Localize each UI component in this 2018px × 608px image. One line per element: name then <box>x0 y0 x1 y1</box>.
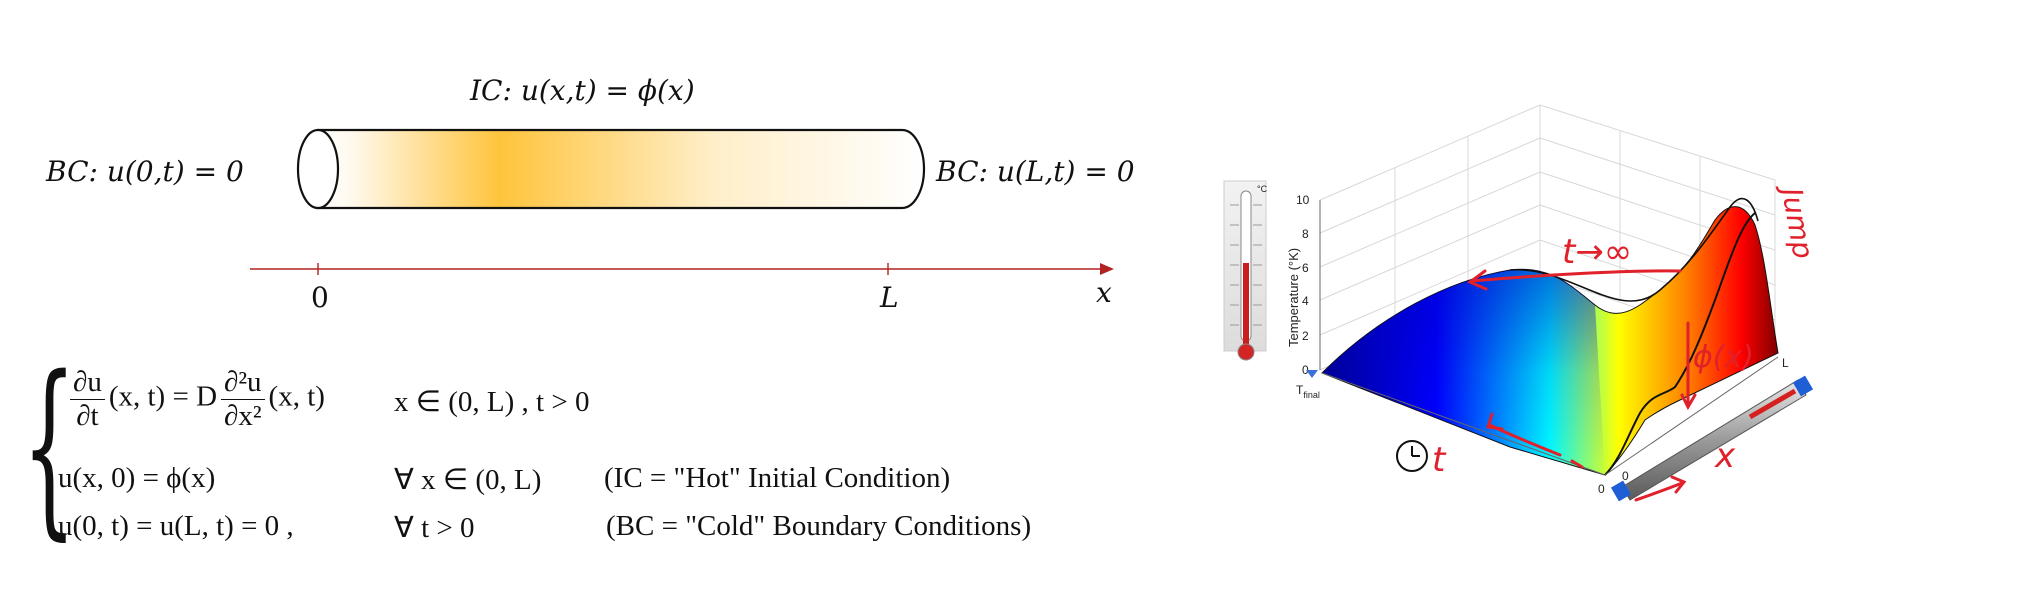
d2udx2-den: ∂x² <box>224 400 262 432</box>
rod-model <box>1610 375 1814 502</box>
temperature-surface <box>1321 197 1779 476</box>
pde-domain: x ∈ (0, L) , t > 0 <box>394 386 590 418</box>
x-axis <box>250 263 1114 275</box>
axis-x-label: x <box>1096 276 1112 309</box>
tick-L: L <box>880 281 899 314</box>
z-tick-2: 2 <box>1302 329 1309 343</box>
ic-equation: u(x, 0) = ϕ(x) <box>58 462 216 494</box>
floor-axes: 0 0 L Tfinal <box>1296 356 1789 496</box>
ic-domain: ∀ x ∈ (0, L) <box>394 464 542 496</box>
bc-left-label: BC: u(0,t) = 0 <box>46 155 244 188</box>
dudt-num: ∂u <box>70 366 105 400</box>
bc-right-label: BC: u(L,t) = 0 <box>936 155 1135 188</box>
ic-label: IC: u(x,t) = ϕ(x) <box>470 74 695 107</box>
pde-mid: (x, t) = D <box>108 380 218 413</box>
z-tick-8: 8 <box>1302 227 1309 241</box>
clock-icon <box>1396 440 1428 472</box>
annotation-t: t <box>1432 440 1447 480</box>
annotation-phi: ϕ(x) <box>1693 340 1754 375</box>
dudt-den: ∂t <box>76 400 99 432</box>
system-brace: { <box>22 336 77 557</box>
handwritten-annotations <box>1467 269 1697 502</box>
t-final-label: Tfinal <box>1296 383 1320 400</box>
z-tick-6: 6 <box>1302 261 1309 275</box>
z-tick-10: 10 <box>1296 193 1310 207</box>
annotation-x: x <box>1714 436 1736 476</box>
x-axis-L: L <box>1782 356 1789 370</box>
bc-note: (BC = "Cold" Boundary Conditions) <box>606 510 1032 542</box>
bc-equation: u(0, t) = u(L, t) = 0 , <box>58 510 294 542</box>
z-tick-0: 0 <box>1302 363 1309 377</box>
pde-tail: (x, t) <box>268 380 325 413</box>
z-tick-4: 4 <box>1302 294 1309 308</box>
surface-plot: 0 2 4 6 8 10 Temperature (°K) 0 0 L Tfin… <box>1223 104 1820 502</box>
thermometer-icon: °C <box>1223 180 1268 361</box>
x-axis-zero: 0 <box>1622 469 1629 483</box>
t-axis-zero: 0 <box>1598 482 1605 496</box>
pde-line-1: ∂u ∂t (x, t) = D ∂²u ∂x² (x, t) <box>66 366 325 432</box>
annotation-jump: Jump <box>1774 181 1820 262</box>
z-axis-label: Temperature (°K) <box>1286 248 1301 347</box>
d2udx2-num: ∂²u <box>221 366 265 400</box>
thermometer-unit: °C <box>1257 184 1268 194</box>
bc-domain: ∀ t > 0 <box>394 512 475 544</box>
annotation-t-limit: t→∞ <box>1562 232 1632 272</box>
z-axis: 0 2 4 6 8 10 <box>1296 193 1321 377</box>
ic-note: (IC = "Hot" Initial Condition) <box>604 462 951 494</box>
rod-cylinder <box>296 128 926 210</box>
tick-zero: 0 <box>311 281 329 314</box>
